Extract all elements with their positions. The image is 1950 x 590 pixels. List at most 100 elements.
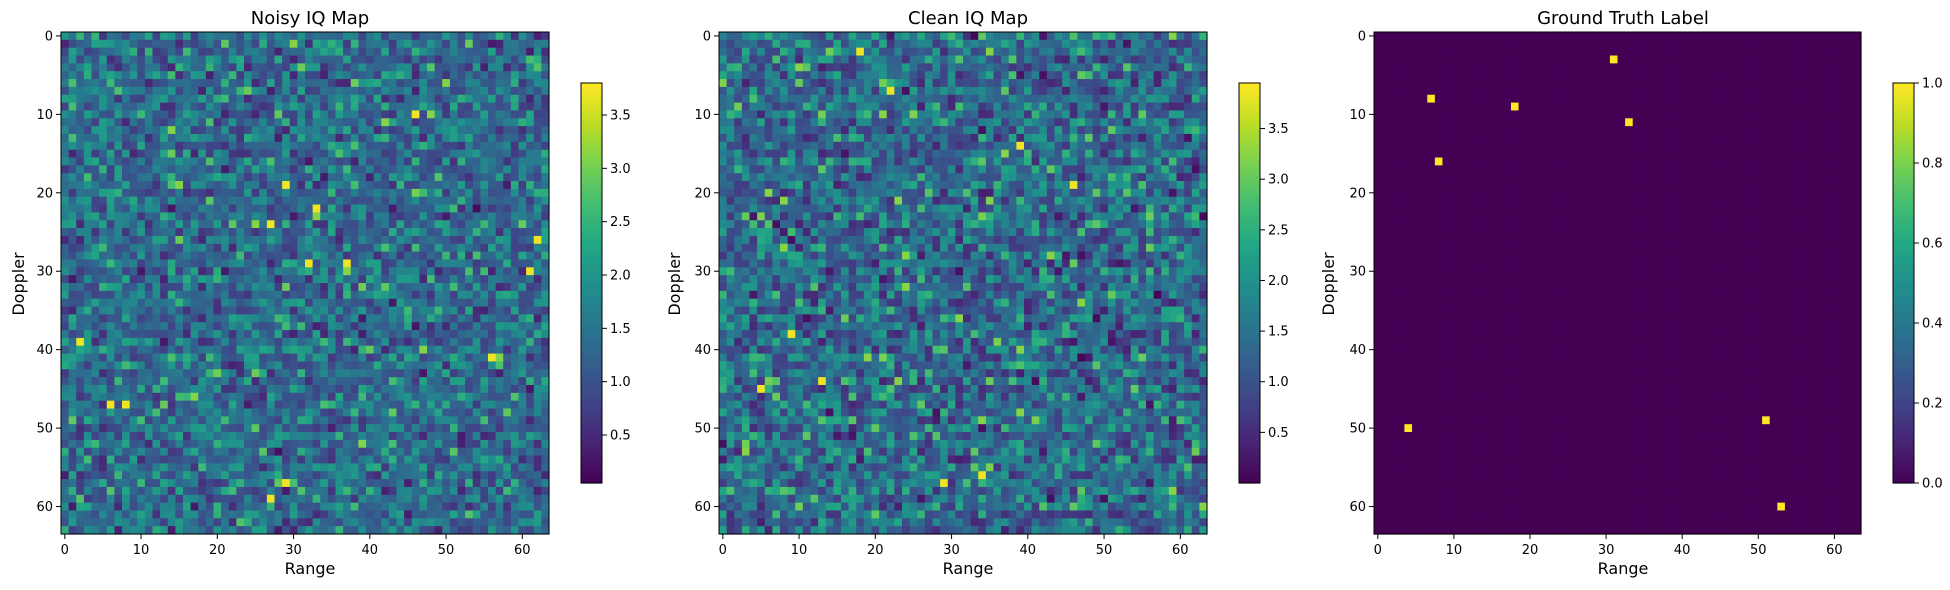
heatmap-cell (61, 259, 70, 268)
heatmap-cell (114, 149, 123, 159)
heatmap-cell (320, 188, 329, 198)
heatmap-cell (175, 32, 184, 41)
heatmap-cell (404, 204, 413, 213)
heatmap-cell (335, 212, 344, 221)
heatmap-cell (129, 188, 138, 198)
heatmap-cell (396, 518, 405, 527)
heatmap-cell (259, 126, 268, 135)
heatmap-cell (749, 118, 758, 127)
heatmap-cell (1085, 55, 1094, 64)
heatmap-cell (510, 133, 520, 143)
heatmap-cell (183, 283, 192, 292)
heatmap-cell (83, 345, 93, 355)
heatmap-cell (335, 165, 344, 174)
heatmap-cell (1069, 55, 1078, 64)
heatmap-cell (350, 447, 359, 457)
heatmap-cell (427, 384, 436, 394)
heatmap-cell (83, 110, 93, 119)
heatmap-cell (99, 63, 108, 72)
heatmap-cell (419, 79, 428, 88)
heatmap-cell (160, 306, 169, 315)
heatmap-cell (91, 32, 100, 41)
heatmap-cell (114, 283, 123, 292)
heatmap-cell (282, 526, 291, 535)
heatmap-cell (198, 94, 207, 104)
heatmap-cell (1046, 55, 1056, 64)
heatmap-cell (902, 39, 911, 49)
heatmap-cell (343, 314, 352, 323)
heatmap-cell (221, 471, 230, 480)
heatmap-cell (335, 306, 344, 315)
heatmap-cell (1123, 55, 1132, 64)
colorbar-segment (581, 153, 602, 157)
heatmap-cell (480, 235, 489, 245)
heatmap-cell (213, 353, 222, 363)
colorbar-segment (581, 243, 602, 247)
heatmap-cell (236, 392, 245, 402)
heatmap-cell (434, 267, 443, 276)
heatmap-cell (312, 220, 321, 229)
heatmap-cell (251, 235, 260, 245)
heatmap-cell (335, 486, 344, 496)
heatmap-cell (221, 63, 230, 72)
heatmap-cell (205, 510, 215, 519)
heatmap-cell (749, 39, 758, 49)
heatmap-cell (526, 322, 535, 331)
heatmap-cell (213, 424, 222, 433)
heatmap-cell (1031, 94, 1040, 104)
heatmap-cell (917, 55, 926, 64)
heatmap-cell (510, 306, 520, 315)
heatmap-cell (955, 39, 964, 49)
heatmap-cell (183, 32, 192, 41)
heatmap-cell (488, 118, 497, 127)
heatmap-cell (503, 267, 512, 276)
heatmap-cell (244, 353, 253, 363)
heatmap-cell (480, 259, 489, 268)
heatmap-cell (183, 322, 192, 331)
heatmap-cell (236, 384, 245, 394)
heatmap-cell (289, 165, 298, 174)
heatmap-cell (76, 275, 85, 284)
heatmap-cell (137, 39, 146, 49)
heatmap-cell (985, 55, 995, 64)
heatmap-cell (358, 463, 367, 472)
heatmap-cell (175, 298, 184, 308)
colorbar-segment (581, 473, 602, 477)
heatmap-cell (213, 369, 222, 378)
heatmap-cell (327, 63, 337, 72)
heatmap-cell (495, 110, 504, 119)
heatmap-cell (411, 330, 420, 339)
heatmap-cell (381, 400, 390, 410)
heatmap-cell (190, 63, 199, 72)
heatmap-cell (350, 86, 359, 96)
heatmap-cell (343, 79, 352, 88)
heatmap-cell (221, 455, 230, 464)
heatmap-cell (411, 283, 420, 292)
heatmap-cell (480, 275, 489, 284)
heatmap-cell (144, 424, 154, 433)
heatmap-cell (167, 55, 176, 64)
heatmap-cell (190, 486, 199, 496)
heatmap-cell (320, 314, 329, 323)
heatmap-cell (1168, 32, 1178, 41)
heatmap-cell (457, 259, 466, 268)
heatmap-cell (129, 439, 138, 449)
heatmap-cell (518, 94, 527, 104)
heatmap-cell (510, 157, 520, 166)
heatmap-cell (404, 432, 413, 441)
heatmap-cell (213, 110, 222, 119)
heatmap-cell (1184, 63, 1193, 72)
heatmap-cell (228, 118, 237, 127)
heatmap-cell (137, 173, 146, 182)
heatmap-cell (1031, 63, 1040, 72)
heatmap-cell (510, 220, 520, 229)
heatmap-cell (442, 110, 451, 119)
heatmap-cell (198, 275, 207, 284)
heatmap-cell (863, 79, 873, 88)
heatmap-cell (388, 204, 398, 213)
heatmap-cell (495, 212, 504, 221)
heatmap-cell (99, 220, 108, 229)
heatmap-cell (160, 71, 169, 80)
heatmap-cell (282, 141, 291, 151)
colorbar-segment (581, 366, 602, 371)
